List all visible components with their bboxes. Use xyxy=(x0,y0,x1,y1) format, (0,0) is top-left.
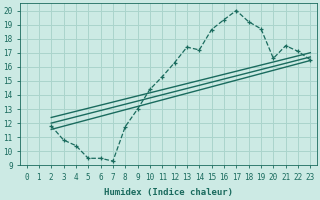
X-axis label: Humidex (Indice chaleur): Humidex (Indice chaleur) xyxy=(104,188,233,197)
